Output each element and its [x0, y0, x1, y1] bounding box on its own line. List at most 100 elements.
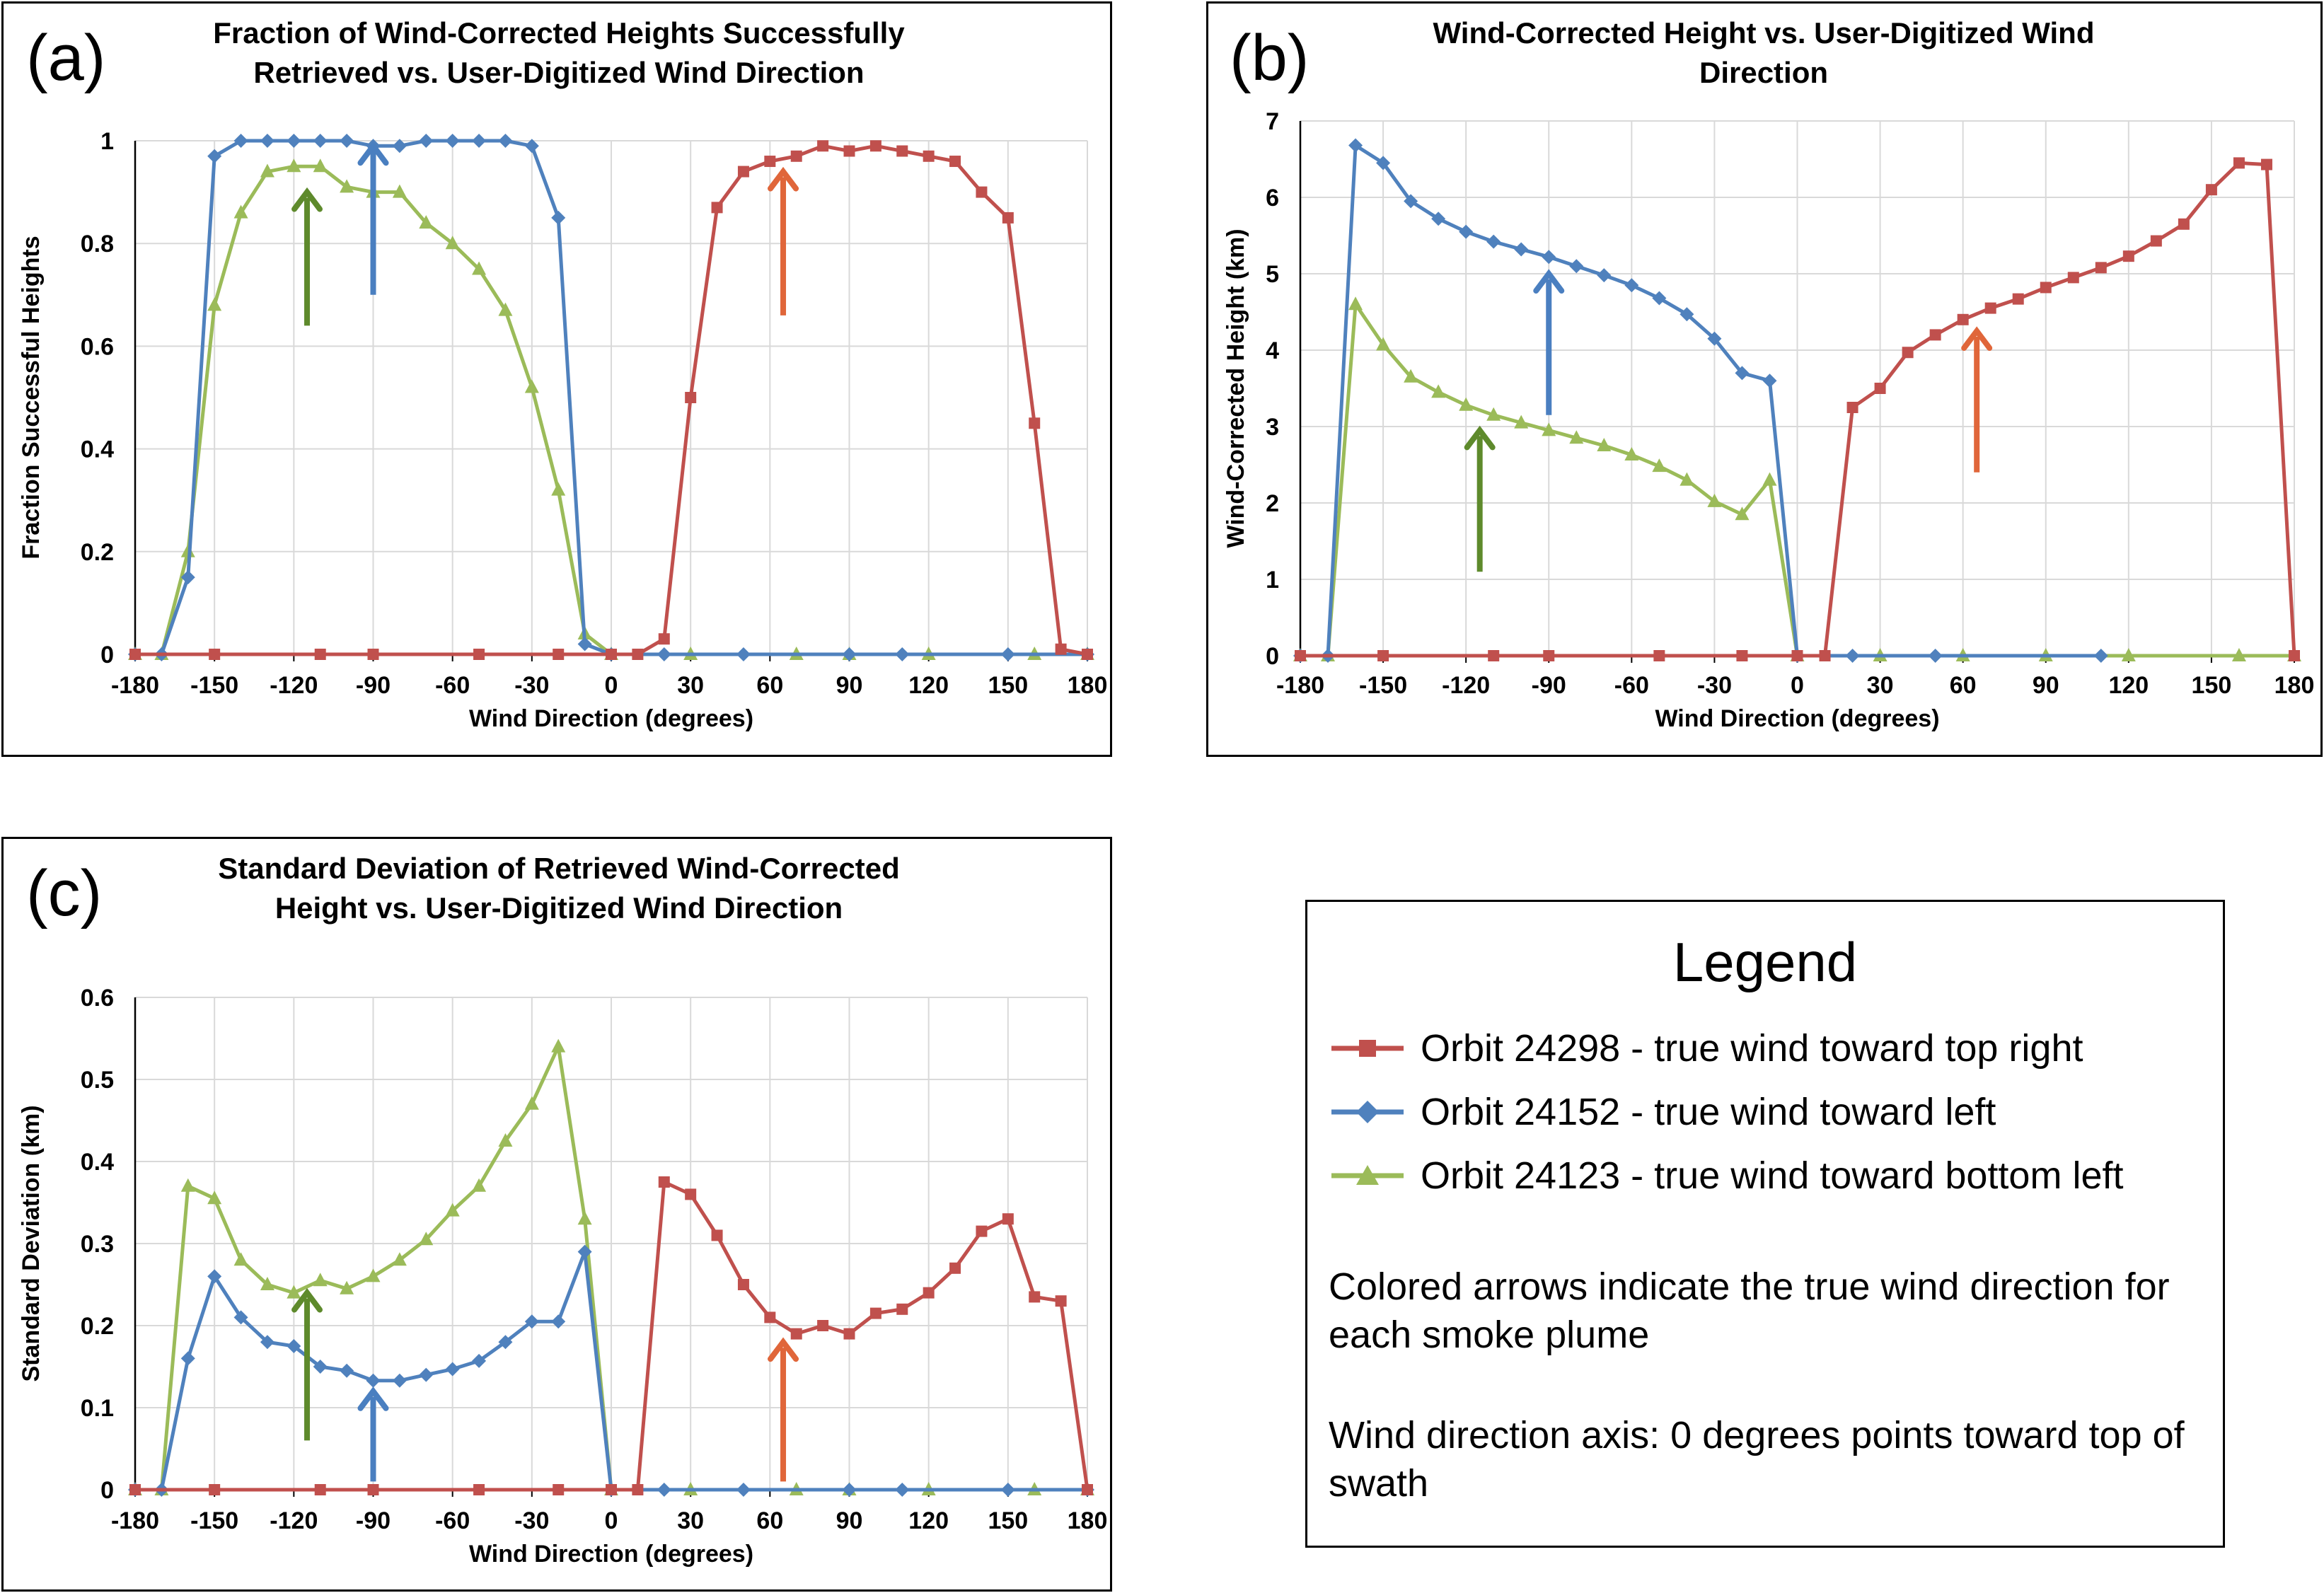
x-tick-label: 180: [2274, 672, 2315, 699]
data-point-triangle: [551, 482, 566, 496]
data-point-square: [1082, 1484, 1093, 1495]
data-point-triangle: [1707, 493, 1722, 507]
data-point-triangle: [260, 1277, 274, 1290]
data-point-square: [896, 1303, 908, 1315]
legend-item-blue: Orbit 24152 - true wind toward left: [1329, 1087, 1996, 1137]
data-point-square: [606, 649, 617, 660]
data-point-diamond: [551, 210, 566, 225]
x-tick-label: 60: [1950, 672, 1977, 699]
data-point-triangle: [2231, 648, 2246, 661]
data-point-diamond: [392, 139, 407, 153]
x-tick-label: 0: [1791, 672, 1804, 699]
data-point-triangle: [1431, 384, 1446, 398]
data-point-triangle: [1735, 506, 1750, 521]
y-tick-label: 1: [100, 128, 114, 155]
chart-title-line: Standard Deviation of Retrieved Wind-Cor…: [218, 852, 899, 885]
data-point-square: [1377, 650, 1389, 661]
data-point-diamond: [180, 570, 195, 585]
data-point-square: [129, 649, 141, 660]
wind-direction-arrow-icon: [1533, 269, 1565, 415]
data-point-diamond: [577, 1244, 592, 1259]
x-tick-label: 0: [605, 1507, 618, 1534]
data-point-triangle: [287, 1285, 301, 1299]
data-point-triangle: [207, 1191, 222, 1205]
x-tick-label: 60: [756, 672, 783, 699]
data-point-square: [843, 145, 855, 157]
data-point-square: [1874, 383, 1886, 394]
data-point-diamond: [340, 134, 354, 148]
data-point-diamond: [842, 647, 857, 661]
data-point-square: [1002, 212, 1014, 224]
data-point-diamond: [657, 647, 671, 661]
data-point-diamond: [1348, 138, 1363, 153]
y-tick-label: 1: [1266, 567, 1279, 593]
data-point-square: [923, 1287, 935, 1299]
data-point-square: [1957, 313, 1969, 325]
data-point-triangle: [1652, 458, 1667, 473]
data-point-diamond: [287, 134, 301, 148]
data-point-square: [2067, 272, 2079, 284]
y-tick-label: 0.4: [81, 1149, 114, 1176]
legend-swatch-green-triangle-icon: [1331, 1165, 1404, 1185]
data-point-triangle: [313, 1273, 328, 1287]
data-point-triangle: [498, 1133, 513, 1147]
x-tick-label: 30: [1867, 672, 1894, 699]
x-tick-label: 150: [988, 1507, 1028, 1534]
y-axis-label: Wind-Corrected Height (km): [1222, 228, 1249, 548]
data-point-square: [1082, 649, 1093, 660]
data-point-triangle: [1762, 472, 1777, 486]
data-point-triangle: [445, 1203, 460, 1217]
data-point-square: [976, 186, 988, 198]
y-axis-label: Standard Deviation (km): [18, 1105, 45, 1381]
chart-panel-b: (b) Wind-Corrected Height vs. User-Digiti…: [1206, 1, 2323, 757]
data-point-square: [1736, 650, 1748, 661]
data-point-diamond: [233, 134, 248, 148]
data-point-square: [685, 1188, 697, 1200]
x-axis-label: Wind Direction (degrees): [1655, 705, 1939, 732]
legend-item-red: Orbit 24298 - true wind toward top right: [1329, 1024, 2083, 1073]
data-point-square: [314, 1484, 326, 1495]
data-point-triangle: [472, 261, 487, 275]
data-point-square: [2150, 235, 2162, 247]
data-point-triangle: [524, 379, 539, 393]
wind-direction-arrow-icon: [1961, 326, 1993, 473]
y-tick-label: 0.6: [81, 985, 114, 1012]
data-point-triangle: [340, 179, 354, 193]
legend-box: Legend Orbit 24298 - true wind toward to…: [1305, 900, 2225, 1548]
y-tick-label: 0.5: [81, 1067, 114, 1094]
data-point-diamond: [524, 139, 539, 153]
x-tick-label: -120: [1442, 672, 1490, 699]
data-point-square: [473, 649, 485, 660]
data-point-square: [553, 649, 565, 660]
data-point-square: [1295, 650, 1306, 661]
data-point-square: [1488, 650, 1500, 661]
data-point-triangle: [1486, 407, 1501, 421]
data-point-square: [923, 150, 935, 162]
data-point-square: [976, 1225, 988, 1237]
x-tick-label: 120: [2108, 672, 2149, 699]
x-tick-label: 180: [1068, 672, 1108, 699]
panel-label: (b): [1230, 22, 1309, 94]
data-point-square: [1543, 650, 1555, 661]
x-tick-label: 90: [836, 672, 863, 699]
data-point-diamond: [1569, 259, 1584, 274]
x-tick-label: -120: [270, 672, 318, 699]
x-tick-label: 90: [2033, 672, 2059, 699]
chart-title-line: Height vs. User-Digitized Wind Direction: [275, 891, 843, 925]
data-point-diamond: [1762, 373, 1777, 388]
data-point-diamond: [551, 1314, 566, 1329]
data-point-diamond: [419, 134, 434, 148]
data-point-triangle: [233, 204, 248, 219]
legend-swatch-blue-diamond-icon: [1331, 1101, 1404, 1123]
data-point-square: [790, 150, 802, 162]
data-point-square: [209, 1484, 221, 1495]
data-point-diamond: [1000, 647, 1015, 661]
x-tick-label: -180: [111, 672, 159, 699]
data-point-square: [869, 140, 881, 152]
data-point-square: [1929, 329, 1941, 341]
data-point-diamond: [445, 1362, 460, 1377]
data-point-square: [129, 1484, 141, 1495]
x-tick-label: -60: [435, 672, 470, 699]
data-point-diamond: [1707, 331, 1722, 346]
x-tick-label: 30: [677, 1507, 704, 1534]
